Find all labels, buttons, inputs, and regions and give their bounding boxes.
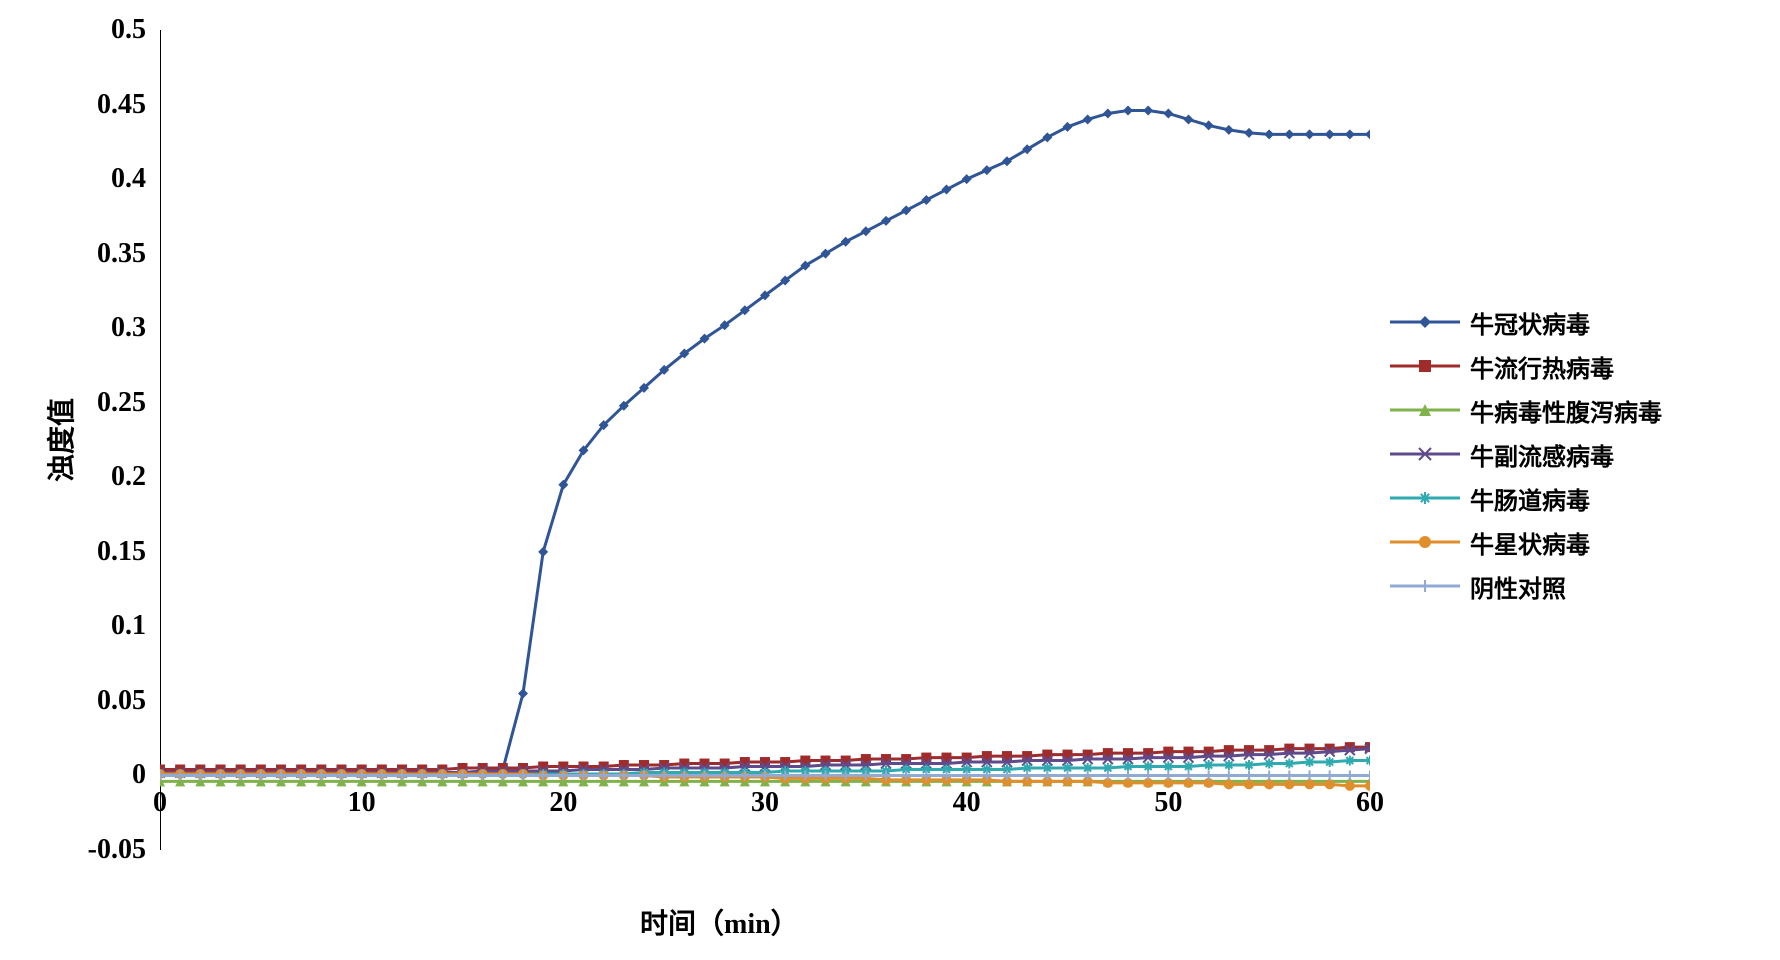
- legend-swatch: [1390, 312, 1460, 332]
- y-axis-title: 浊度值: [40, 360, 80, 520]
- y-tick-label: 0.2: [0, 461, 146, 493]
- y-tick-label: 0.25: [0, 387, 146, 419]
- legend-item: 牛星状病毒: [1390, 520, 1662, 564]
- x-tick-label: 30: [735, 787, 795, 819]
- x-tick-label: 40: [937, 787, 997, 819]
- y-tick-label: 0.5: [0, 14, 146, 46]
- y-tick-label: 0.1: [0, 610, 146, 642]
- x-tick-label: 20: [533, 787, 593, 819]
- legend-swatch: [1390, 356, 1460, 376]
- legend-item: 牛病毒性腹泻病毒: [1390, 388, 1662, 432]
- legend-swatch: [1390, 488, 1460, 508]
- legend-swatch: [1390, 532, 1460, 552]
- legend-swatch: [1390, 400, 1460, 420]
- y-tick-label: 0.35: [0, 238, 146, 270]
- turbidity-line-chart: 浊度值 时间（min） -0.05 0 0.05 0.1 0.15 0.2 0.25 0.3 0…: [0, 0, 1780, 960]
- x-tick-label: 50: [1138, 787, 1198, 819]
- legend-label: 牛肠道病毒: [1470, 481, 1590, 516]
- legend-label: 牛冠状病毒: [1470, 305, 1590, 340]
- x-tick-label: 0: [130, 787, 190, 819]
- legend-label: 牛星状病毒: [1470, 525, 1590, 560]
- y-tick-label: 0.45: [0, 89, 146, 121]
- y-tick-label: 0.4: [0, 163, 146, 195]
- y-tick-label: -0.05: [0, 834, 146, 866]
- legend-item: 牛副流感病毒: [1390, 432, 1662, 476]
- legend-label: 牛流行热病毒: [1470, 349, 1614, 384]
- y-tick-label: 0.05: [0, 685, 146, 717]
- legend-label: 牛副流感病毒: [1470, 437, 1614, 472]
- x-tick-label: 60: [1340, 787, 1400, 819]
- y-tick-label: 0: [0, 759, 146, 791]
- legend-label: 阴性对照: [1470, 569, 1566, 604]
- legend-item: 牛肠道病毒: [1390, 476, 1662, 520]
- legend-item: 阴性对照: [1390, 564, 1662, 608]
- x-axis-title: 时间（min）: [640, 902, 799, 942]
- y-tick-label: 0.3: [0, 312, 146, 344]
- y-tick-label: 0.15: [0, 536, 146, 568]
- chart-legend: 牛冠状病毒牛流行热病毒牛病毒性腹泻病毒牛副流感病毒牛肠道病毒牛星状病毒阴性对照: [1390, 300, 1662, 608]
- legend-label: 牛病毒性腹泻病毒: [1470, 393, 1662, 428]
- legend-item: 牛流行热病毒: [1390, 344, 1662, 388]
- legend-swatch: [1390, 444, 1460, 464]
- legend-swatch: [1390, 576, 1460, 596]
- legend-item: 牛冠状病毒: [1390, 300, 1662, 344]
- x-tick-label: 10: [332, 787, 392, 819]
- plot-area: [160, 30, 1370, 850]
